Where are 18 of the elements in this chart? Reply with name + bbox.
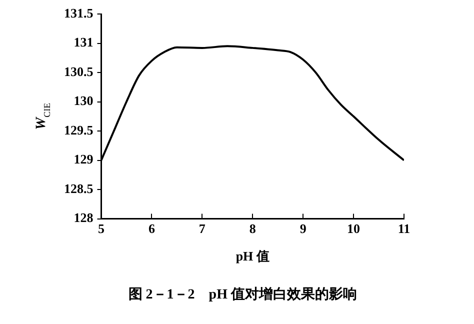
y-tick-label: 131.5 (64, 5, 94, 20)
y-tick-label: 130 (74, 93, 94, 108)
y-axis-title: WCIE (34, 102, 52, 130)
y-tick-label: 131 (74, 34, 94, 50)
caption: 图 2－1－2 pH 值对增白效果的影响 (128, 286, 357, 303)
x-tick-label: 6 (148, 220, 156, 236)
x-tick-label: 5 (98, 220, 105, 236)
y-tick-label: 130.5 (64, 64, 94, 79)
x-tick-label: 10 (347, 220, 360, 236)
x-axis-title: pH 值 (236, 248, 270, 264)
y-tick-label: 129 (74, 152, 94, 167)
x-tick-label: 7 (198, 220, 206, 236)
y-tick-label: 129.5 (64, 122, 94, 138)
y-tick-label: 128 (74, 210, 94, 226)
x-tick-label: 11 (398, 220, 410, 236)
y-tick-label: 128.5 (64, 180, 94, 196)
x-tick-label: 9 (300, 220, 307, 236)
x-tick-label: 8 (249, 220, 256, 236)
